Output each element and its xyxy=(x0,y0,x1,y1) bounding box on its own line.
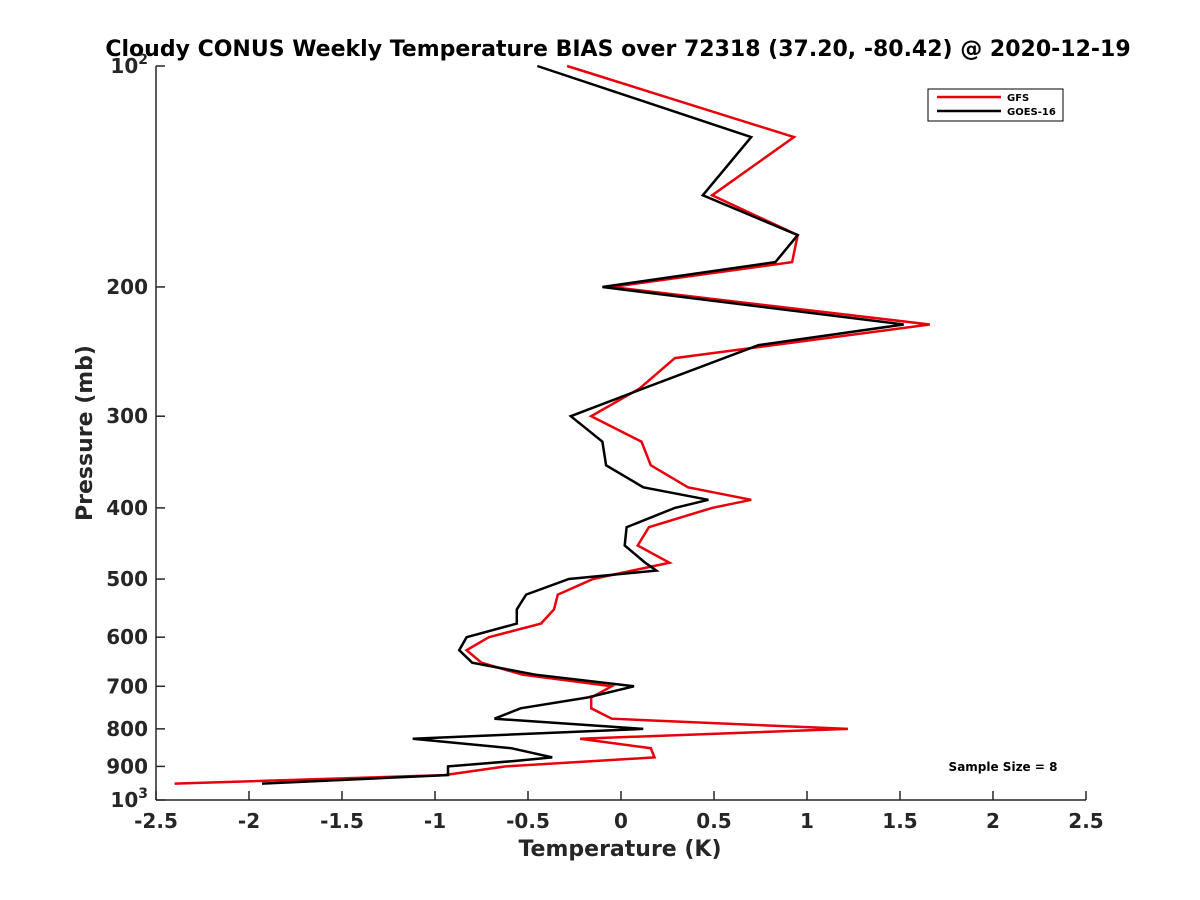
series-line-gfs xyxy=(174,64,930,785)
y-tick-label: 102 xyxy=(110,52,148,78)
legend-entry-label: GFS xyxy=(1007,93,1029,104)
y-tick-label: 103 xyxy=(110,786,148,812)
x-tick-label: 1 xyxy=(800,809,814,833)
x-tick-label: 2.5 xyxy=(1068,809,1103,833)
axes: -2.5 -2 -1.5 -1 -0.5 0 0.5 1 1.5 2 2.5 102 200 300 400… xyxy=(106,52,1103,833)
x-tick-label: 2 xyxy=(986,809,1000,833)
y-tick-label: 300 xyxy=(106,404,148,428)
y-tick-label: 200 xyxy=(106,275,148,299)
legend-entry-label: GOES-16 xyxy=(1007,107,1056,118)
x-axis-label: Temperature (K) xyxy=(518,837,721,862)
x-tick-label: 1.5 xyxy=(882,809,917,833)
x-tick-label: 0 xyxy=(614,809,628,833)
series-lines xyxy=(174,64,930,785)
legend: GFS GOES-16 xyxy=(927,88,1064,122)
x-tick-label: -1 xyxy=(424,809,446,833)
x-tick-label: -1.5 xyxy=(320,809,364,833)
y-axis-label: Pressure (mb) xyxy=(73,345,98,521)
y-tick-label: 400 xyxy=(106,496,148,520)
x-tick-label: 0.5 xyxy=(696,809,731,833)
x-tick-label: -2 xyxy=(238,809,260,833)
series-line-goes-16 xyxy=(261,64,904,785)
y-tick-label: 600 xyxy=(106,625,148,649)
x-tick-label: -2.5 xyxy=(134,809,178,833)
y-tick-label: 800 xyxy=(106,717,148,741)
y-tick-label: 700 xyxy=(106,674,148,698)
sample-size-annotation: Sample Size = 8 xyxy=(949,760,1058,774)
y-tick-label: 900 xyxy=(106,754,148,778)
legend-box xyxy=(927,88,1064,122)
x-tick-label: -0.5 xyxy=(506,809,550,833)
y-tick-label: 500 xyxy=(106,567,148,591)
chart-title: Cloudy CONUS Weekly Temperature BIAS ove… xyxy=(105,37,1130,62)
